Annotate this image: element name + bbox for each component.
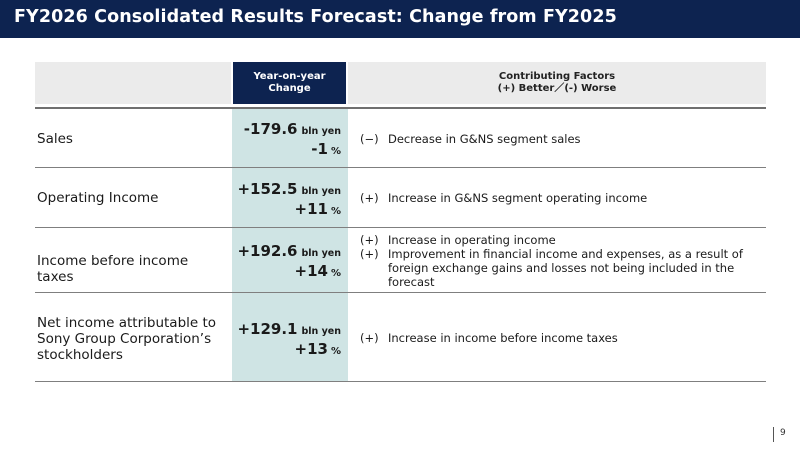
sales-factors: (−) Decrease in G&NS segment sales [360, 132, 760, 146]
factor-sign: (+) [360, 191, 379, 205]
change-percent: +13% [294, 340, 341, 358]
factor-text: Increase in G&NS segment operating incom… [388, 191, 648, 205]
factor-text: Decrease in G&NS segment sales [388, 132, 581, 146]
row-divider [35, 227, 766, 228]
sales-change: -179.6 bln yen -1% [232, 120, 348, 158]
factor-item: (−) Decrease in G&NS segment sales [360, 132, 760, 146]
row-label-sales: Sales [37, 131, 73, 147]
header-change-line1: Year-on-year [253, 70, 326, 82]
header-factors-cell [348, 62, 766, 104]
change-percent: +14% [294, 262, 341, 280]
net-income-factors: (+) Increase in income before income tax… [360, 331, 760, 345]
factor-text: Increase in income before income taxes [388, 331, 618, 345]
factor-item: (+) Increase in G&NS segment operating i… [360, 191, 760, 205]
change-amount: +192.6 bln yen [237, 242, 341, 260]
change-column-highlight [232, 109, 348, 382]
factor-sign: (+) [360, 247, 379, 261]
factor-sign: (+) [360, 233, 379, 247]
change-amount: +152.5 bln yen [237, 180, 341, 198]
row-divider [35, 167, 766, 168]
page-number: 9 [780, 428, 786, 438]
change-percent: +11% [294, 200, 341, 218]
row-divider [35, 292, 766, 293]
row-label-income-before-taxes: Income before income taxes [37, 253, 189, 285]
header-change-cell: Year-on-year Change [233, 62, 346, 104]
factor-item: (+) Increase in income before income tax… [360, 331, 760, 345]
income-before-taxes-change: +192.6 bln yen +14% [232, 242, 348, 280]
row-label-net-income: Net income attributable to Sony Group Co… [37, 315, 217, 363]
title-banner: FY2026 Consolidated Results Forecast: Ch… [0, 0, 800, 38]
header-blank-cell [35, 62, 231, 104]
header-change-line2: Change [268, 83, 311, 94]
factor-sign: (+) [360, 331, 379, 345]
factor-text: Increase in operating income [388, 233, 556, 247]
page-number-divider [773, 427, 774, 442]
change-amount: +129.1 bln yen [237, 320, 341, 338]
header-divider [35, 107, 766, 109]
change-amount: -179.6 bln yen [243, 120, 341, 138]
factor-item: (+) Improvement in financial income and … [360, 247, 760, 289]
header-factors-text: Contributing Factors (+) Better／(-) Wors… [348, 62, 766, 104]
net-income-change: +129.1 bln yen +13% [232, 320, 348, 358]
table-bottom-rule [35, 381, 766, 382]
factor-text: Improvement in financial income and expe… [388, 247, 743, 289]
header-factors-line2: (+) Better／(-) Worse [497, 83, 617, 94]
change-percent: -1% [311, 140, 341, 158]
income-before-taxes-factors: (+) Increase in operating income (+) Imp… [360, 233, 760, 289]
operating-income-change: +152.5 bln yen +11% [232, 180, 348, 218]
operating-income-factors: (+) Increase in G&NS segment operating i… [360, 191, 760, 205]
factor-item: (+) Increase in operating income [360, 233, 760, 247]
factor-sign: (−) [360, 132, 379, 146]
row-label-operating-income: Operating Income [37, 190, 159, 206]
header-factors-line1: Contributing Factors [498, 70, 616, 82]
page-title: FY2026 Consolidated Results Forecast: Ch… [14, 7, 617, 27]
